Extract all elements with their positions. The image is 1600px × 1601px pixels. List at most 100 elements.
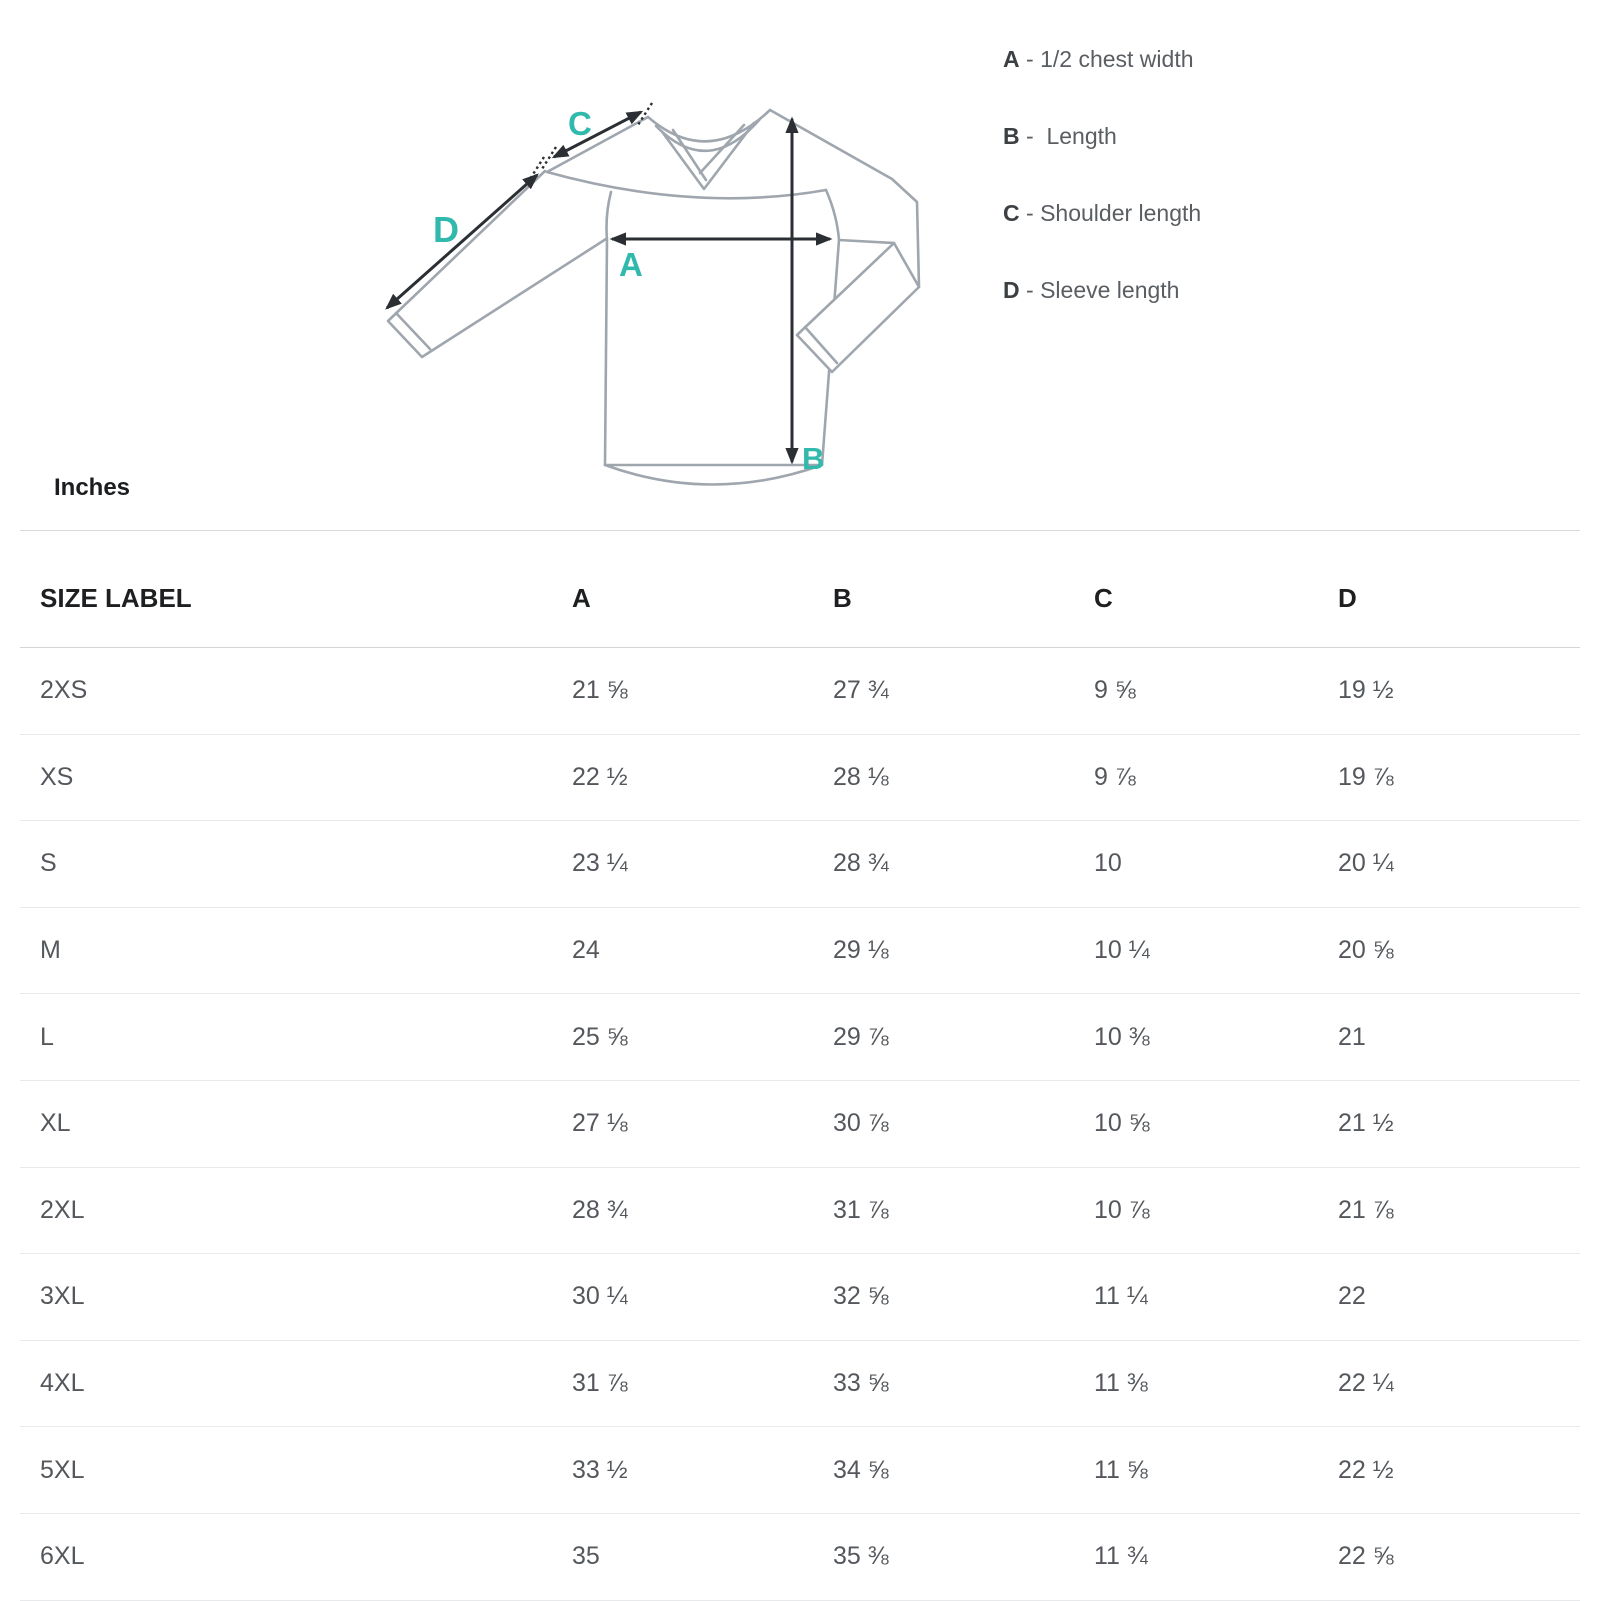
legend-separator: -	[1019, 46, 1041, 72]
measurement-cell: 20 ⅝	[1338, 936, 1394, 965]
measurement-cell: 22 ½	[1338, 1455, 1394, 1484]
table-row: 2XL 28 ¾ 31 ⅞ 10 ⅞ 21 ⅞	[20, 1168, 1580, 1255]
measurement-cell: 34 ⅝	[833, 1455, 889, 1484]
measurement-cell: 21	[1338, 1022, 1366, 1051]
measurement-legend: A - 1/2 chest width B - Length C - Shoul…	[1003, 46, 1201, 354]
measurement-cell: 10 ¼	[1094, 936, 1150, 965]
legend-key-c: C	[1003, 200, 1020, 226]
legend-key-d: D	[1003, 277, 1020, 303]
measurement-cell: 28 ¾	[572, 1195, 628, 1224]
measurement-cell: 32 ⅝	[833, 1282, 889, 1311]
table-row: S 23 ¼ 28 ¾ 10 20 ¼	[20, 821, 1580, 908]
table-row: 5XL 33 ½ 34 ⅝ 11 ⅝ 22 ½	[20, 1427, 1580, 1514]
legend-separator: -	[1019, 277, 1041, 303]
garment-diagram: A B C D	[385, 102, 921, 486]
measurement-cell: 29 ⅛	[833, 936, 889, 965]
size-label-cell: 3XL	[40, 1282, 85, 1311]
size-label-cell: XS	[40, 762, 74, 791]
column-header-a: A	[572, 582, 591, 613]
seam-tick-marks	[528, 102, 654, 180]
legend-item-c: C - Shoulder length	[1003, 200, 1201, 226]
diagram-label-c: C	[568, 105, 592, 142]
legend-label-a: 1/2 chest width	[1040, 46, 1194, 72]
legend-item-b: B - Length	[1003, 123, 1201, 149]
size-label-cell: M	[40, 936, 61, 965]
column-header-d: D	[1338, 582, 1357, 613]
measurement-cell: 28 ¾	[833, 849, 889, 878]
measurement-cell: 9 ⅞	[1094, 762, 1136, 791]
table-row: M 24 29 ⅛ 10 ¼ 20 ⅝	[20, 908, 1580, 995]
table-row: 3XL 30 ¼ 32 ⅝ 11 ¼ 22	[20, 1254, 1580, 1341]
size-label-cell: L	[40, 1022, 54, 1051]
legend-key-b: B	[1003, 123, 1020, 149]
legend-key-a: A	[1003, 46, 1020, 72]
measurement-cell: 22 ⅝	[1338, 1542, 1394, 1571]
measurement-cell: 22	[1338, 1282, 1366, 1311]
table-row: 6XL 35 35 ⅜ 11 ¾ 22 ⅝	[20, 1514, 1580, 1601]
size-label-cell: 2XL	[40, 1195, 85, 1224]
table-row: XL 27 ⅛ 30 ⅞ 10 ⅝ 21 ½	[20, 1081, 1580, 1168]
measurement-cell: 10	[1094, 849, 1122, 878]
column-header-c: C	[1094, 582, 1113, 613]
measurement-cell: 24	[572, 936, 600, 965]
legend-item-d: D - Sleeve length	[1003, 277, 1201, 303]
measurement-cell: 22 ½	[572, 762, 628, 791]
measurement-cell: 30 ⅞	[833, 1109, 889, 1138]
size-guide-diagram-area: A B C D A - 1/2 chest width B - Length C…	[0, 0, 1600, 530]
column-header-b: B	[833, 582, 852, 613]
measurement-cell: 19 ⅞	[1338, 762, 1394, 791]
table-row: XS 22 ½ 28 ⅛ 9 ⅞ 19 ⅞	[20, 735, 1580, 822]
measurement-cell: 31 ⅞	[572, 1369, 628, 1398]
measurement-cell: 30 ¼	[572, 1282, 628, 1311]
diagram-label-a: A	[619, 246, 643, 283]
measurement-cell: 22 ¼	[1338, 1369, 1394, 1398]
measurement-cell: 21 ⅝	[572, 676, 628, 705]
size-label-cell: 6XL	[40, 1542, 85, 1571]
size-label-cell: XL	[40, 1109, 71, 1138]
legend-label-c: Shoulder length	[1040, 200, 1202, 226]
measurement-cell: 35 ⅜	[833, 1542, 889, 1571]
jersey-outline	[386, 108, 921, 486]
measurement-cell: 33 ⅝	[833, 1369, 889, 1398]
table-row: 2XS 21 ⅝ 27 ¾ 9 ⅝ 19 ½	[20, 648, 1580, 735]
legend-label-d: Sleeve length	[1040, 277, 1180, 303]
measurement-cell: 23 ¼	[572, 849, 628, 878]
table-row: L 25 ⅝ 29 ⅞ 10 ⅜ 21	[20, 994, 1580, 1081]
measurement-cell: 9 ⅝	[1094, 676, 1136, 705]
table-row: 4XL 31 ⅞ 33 ⅝ 11 ⅜ 22 ¼	[20, 1341, 1580, 1428]
measurement-cell: 10 ⅝	[1094, 1109, 1150, 1138]
measurement-cell: 11 ¼	[1094, 1282, 1148, 1311]
measurement-cell: 29 ⅞	[833, 1022, 889, 1051]
size-table-body: 2XS 21 ⅝ 27 ¾ 9 ⅝ 19 ½ XS 22 ½ 28 ⅛ 9 ⅞ 19 ⅞ S 23 ¼…	[20, 648, 1580, 1601]
measurement-cell: 11 ⅝	[1094, 1455, 1148, 1484]
measurement-cell: 21 ½	[1338, 1109, 1394, 1138]
measurement-cell: 19 ½	[1338, 676, 1394, 705]
measurement-cell: 10 ⅜	[1094, 1022, 1150, 1051]
arrow-c-shoulder	[551, 110, 644, 159]
legend-item-a: A - 1/2 chest width	[1003, 46, 1201, 72]
measurement-cell: 20 ¼	[1338, 849, 1394, 878]
size-label-cell: S	[40, 849, 57, 878]
arrow-d-sleeve	[385, 173, 539, 310]
measurement-cell: 28 ⅛	[833, 762, 889, 791]
measurement-cell: 21 ⅞	[1338, 1195, 1394, 1224]
legend-separator: -	[1019, 123, 1041, 149]
column-header-size-label: SIZE LABEL	[40, 582, 192, 613]
measurement-arrows	[385, 102, 833, 465]
measurement-cell: 11 ⅜	[1094, 1369, 1148, 1398]
diagram-label-b: B	[802, 441, 824, 476]
measurement-cell: 35	[572, 1542, 600, 1571]
units-label: Inches	[54, 474, 131, 501]
size-label-cell: 4XL	[40, 1369, 85, 1398]
measurement-cell: 27 ¾	[833, 676, 889, 705]
measurement-cell: 33 ½	[572, 1455, 628, 1484]
measurement-cell: 25 ⅝	[572, 1022, 628, 1051]
measurement-cell: 31 ⅞	[833, 1195, 889, 1224]
size-table-header: SIZE LABEL A B C D	[20, 531, 1580, 648]
size-label-cell: 2XS	[40, 676, 88, 705]
measurement-cell: 10 ⅞	[1094, 1195, 1150, 1224]
measurement-cell: 27 ⅛	[572, 1109, 628, 1138]
legend-label-b: Length	[1040, 123, 1117, 149]
legend-separator: -	[1019, 200, 1041, 226]
